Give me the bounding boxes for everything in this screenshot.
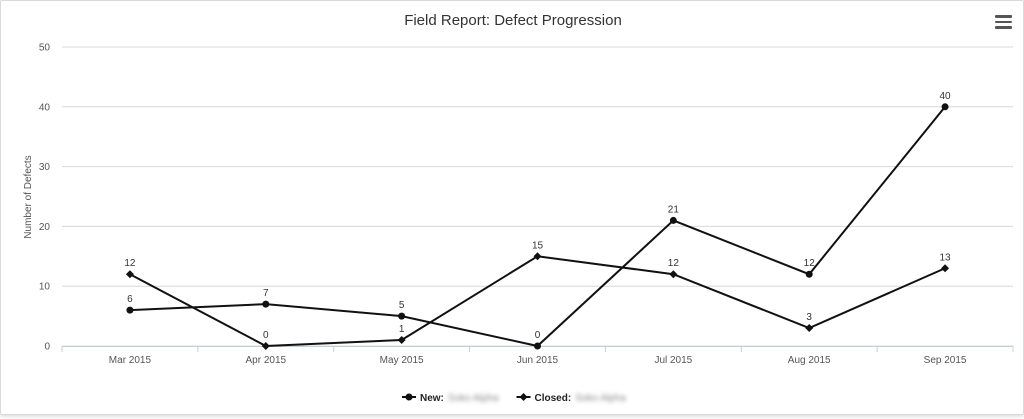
point-closed[interactable] [941, 264, 950, 273]
x-tick-label: Mar 2015 [109, 355, 152, 366]
point-new[interactable] [398, 312, 406, 320]
hamburger-menu-icon[interactable] [995, 15, 1012, 29]
x-tick-label: Aug 2015 [788, 355, 831, 366]
point-closed[interactable] [261, 342, 270, 350]
legend-label-suffix: Soko Alpha [448, 393, 499, 404]
point-new[interactable] [262, 300, 270, 308]
series-layer [125, 103, 950, 350]
point-closed[interactable] [533, 252, 542, 261]
data-label-closed: 1 [399, 324, 405, 335]
data-label-new: 6 [127, 294, 133, 305]
data-label-closed: 3 [806, 312, 812, 323]
data-label-closed: 12 [124, 258, 136, 269]
point-closed[interactable] [805, 324, 814, 333]
x-tick-label: May 2015 [380, 355, 424, 366]
data-labels: 6 7 5 0 21 12 40 12 0 1 15 12 3 13 [124, 91, 951, 341]
chart-title: Field Report: Defect Progression [404, 12, 622, 29]
x-tick-label: Apr 2015 [245, 355, 286, 366]
data-label-new: 21 [668, 204, 680, 215]
x-tick-label: Jul 2015 [654, 355, 692, 366]
point-closed[interactable] [669, 270, 678, 279]
data-label-new: 40 [940, 91, 952, 102]
point-new[interactable] [805, 270, 813, 278]
y-axis-label: Number of Defects [23, 155, 34, 238]
point-new[interactable] [941, 103, 949, 111]
y-tick-label: 0 [44, 342, 50, 353]
legend-label: Closed: [535, 393, 572, 404]
data-label-new: 7 [263, 288, 269, 299]
point-new[interactable] [669, 216, 677, 224]
y-tick-label: 20 [39, 222, 51, 233]
legend-item-new[interactable]: New: Soko Alpha [402, 393, 499, 404]
point-closed[interactable] [125, 270, 134, 279]
x-tick-label: Jun 2015 [517, 355, 559, 366]
legend[interactable]: New: Soko Alpha Closed: Soko Alpha [402, 393, 626, 404]
data-label-new: 12 [804, 258, 816, 269]
legend-marker[interactable] [519, 393, 528, 401]
x-tick-label: Sep 2015 [924, 355, 967, 366]
data-label-closed: 12 [668, 258, 680, 269]
data-label-closed: 15 [532, 240, 544, 251]
y-axis-ticks: 0 10 20 30 40 50 [39, 43, 51, 353]
data-label-closed: 0 [263, 330, 269, 341]
legend-label: New: [420, 393, 444, 404]
y-tick-label: 40 [39, 102, 51, 113]
data-label-new: 5 [399, 300, 405, 311]
legend-item-closed[interactable]: Closed: Soko Alpha [516, 393, 627, 404]
data-label-closed: 13 [940, 252, 952, 263]
point-new[interactable] [126, 306, 134, 314]
legend-label-suffix: Soko Alpha [575, 393, 626, 404]
legend-marker[interactable] [405, 393, 413, 401]
point-closed[interactable] [397, 336, 406, 345]
y-tick-label: 30 [39, 162, 51, 173]
y-tick-label: 10 [39, 282, 51, 293]
data-label-new: 0 [535, 330, 541, 341]
y-tick-label: 50 [39, 43, 51, 54]
point-new[interactable] [534, 342, 541, 350]
